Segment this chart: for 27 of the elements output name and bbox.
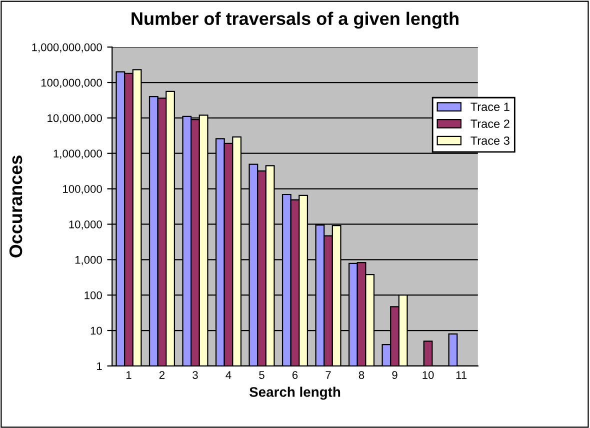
y-axis-title: Occurances [9, 156, 22, 258]
y-tick-label: 10,000 [69, 220, 102, 230]
x-tick-label: 11 [456, 371, 466, 379]
x-tick-label: 8 [358, 371, 364, 379]
x-tick-label: 3 [192, 371, 198, 379]
x-tick-label: 10 [422, 371, 434, 379]
x-tick-label: 2 [159, 371, 165, 379]
x-tick-label: 9 [392, 371, 398, 379]
legend-label: Trace 3 [470, 136, 510, 145]
y-tick-label: 100,000 [63, 185, 102, 194]
chart-title: Number of traversals of a given length [132, 12, 458, 29]
x-axis-title: Search length [249, 386, 340, 400]
y-tick-label: 1,000,000,000 [32, 43, 102, 53]
y-tick-label: 10,000,000 [48, 114, 102, 124]
legend-label: Trace 2 [470, 120, 510, 128]
y-tick-label: 100 [84, 291, 102, 300]
x-tick-label: 6 [292, 371, 298, 379]
x-tick-label: 4 [226, 371, 232, 379]
x-tick-label: 5 [259, 371, 264, 379]
x-tick-label: 7 [326, 371, 331, 379]
y-tick-label: 1,000,000 [54, 150, 102, 159]
y-tick-label: 100,000,000 [41, 78, 102, 88]
legend-label: Trace 1 [470, 102, 510, 112]
x-tick-label: 1 [126, 371, 132, 379]
y-tick-label: 1,000 [75, 256, 102, 266]
y-tick-label: 10 [90, 326, 102, 335]
y-tick-label: 1 [97, 362, 102, 370]
